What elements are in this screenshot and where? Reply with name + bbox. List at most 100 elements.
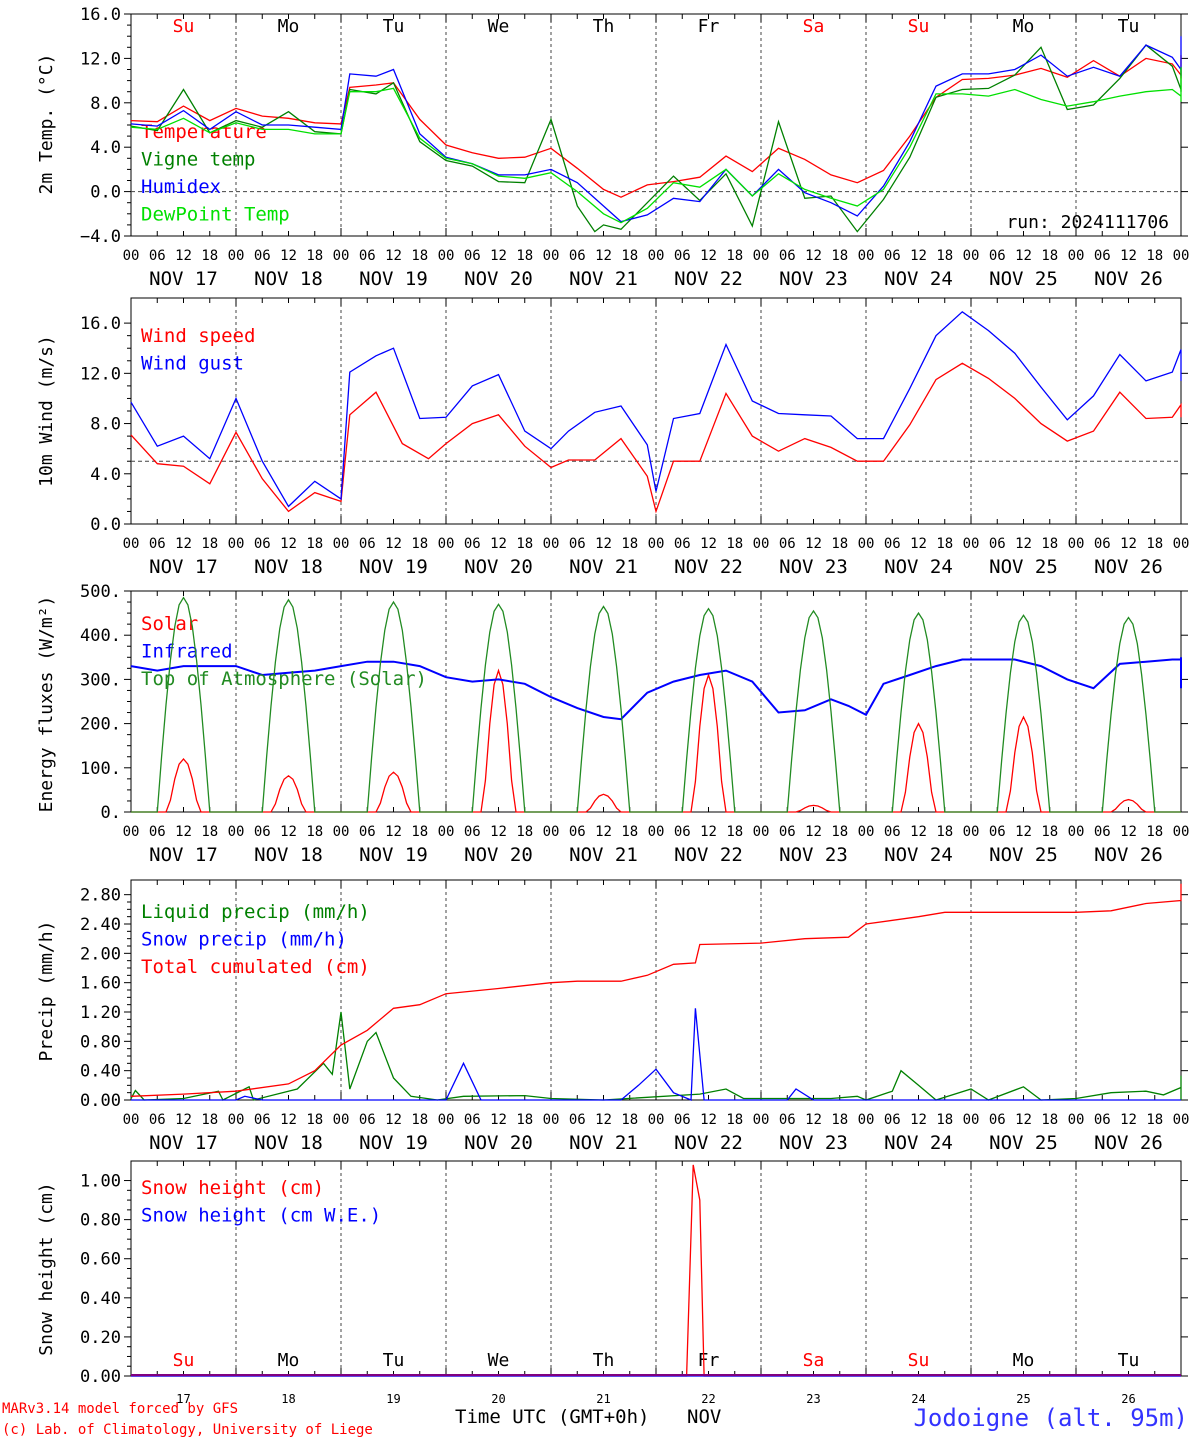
day-label: Mo (278, 16, 300, 37)
hour-tick-label: 12 (910, 824, 927, 840)
date-label: NOV 20 (464, 268, 533, 290)
series-line (130, 657, 1182, 721)
hour-tick-label: 06 (674, 824, 691, 840)
day-number-label: 19 (386, 1392, 400, 1406)
hour-tick-label: 18 (936, 248, 953, 264)
hour-tick-label: 00 (1068, 824, 1085, 840)
y-tick-label: 1.00 (80, 1172, 121, 1192)
hour-tick-label: 18 (621, 536, 638, 552)
day-number-label: 20 (491, 1392, 505, 1406)
hour-tick-label: 12 (910, 1112, 927, 1128)
hour-tick-label: 12 (175, 248, 192, 264)
hour-tick-label: 00 (753, 1112, 770, 1128)
hour-tick-label: 18 (516, 248, 533, 264)
hour-tick-label: 12 (595, 536, 612, 552)
hour-tick-label: 18 (516, 1112, 533, 1128)
hour-tick-label: 12 (280, 824, 297, 840)
hour-tick-label: 00 (333, 536, 350, 552)
y-tick-label: 500. (80, 582, 121, 602)
date-label: NOV 20 (464, 556, 533, 578)
date-label: NOV 25 (989, 1132, 1058, 1154)
date-label: NOV 19 (359, 268, 428, 290)
date-label: NOV 19 (359, 1132, 428, 1154)
hour-tick-label: 00 (1068, 1112, 1085, 1128)
date-label: NOV 24 (884, 268, 953, 290)
hour-tick-label: 18 (201, 824, 218, 840)
day-label: Su (173, 16, 195, 37)
hour-tick-label: 18 (831, 1112, 848, 1128)
date-label: NOV 26 (1094, 1132, 1163, 1154)
hour-tick-label: 12 (1120, 248, 1137, 264)
date-label: NOV 18 (254, 268, 323, 290)
date-label: NOV 24 (884, 1132, 953, 1154)
date-label: NOV 23 (779, 556, 848, 578)
legend-entry: Solar (141, 613, 198, 635)
day-number-label: 25 (1016, 1392, 1030, 1406)
hour-tick-label: 12 (280, 1112, 297, 1128)
hour-tick-label: 12 (700, 1112, 717, 1128)
hour-tick-label: 06 (884, 1112, 901, 1128)
y-tick-label: 0.40 (80, 1062, 121, 1082)
y-tick-label: 2.00 (80, 944, 121, 964)
series-line (131, 1008, 1181, 1101)
day-number-label: 22 (701, 1392, 715, 1406)
hour-tick-label: 06 (884, 824, 901, 840)
y-tick-label: 16.0 (80, 314, 121, 334)
hour-tick-label: 00 (1068, 248, 1085, 264)
hour-tick-label: 00 (543, 248, 560, 264)
legend-entry: Temperature (141, 121, 267, 143)
hour-tick-label: 00 (963, 824, 980, 840)
legend-entry: Wind gust (141, 353, 244, 375)
hour-tick-label: 12 (175, 1112, 192, 1128)
hour-tick-label: 18 (726, 1112, 743, 1128)
hour-tick-label: 00 (228, 536, 245, 552)
date-label: NOV 22 (674, 268, 743, 290)
hour-tick-label: 12 (805, 536, 822, 552)
hour-tick-label: 00 (228, 1112, 245, 1128)
y-tick-label: 4.0 (90, 465, 121, 485)
location-label: Jodoigne (alt. 95m) (913, 1404, 1188, 1432)
hour-tick-label: 06 (359, 1112, 376, 1128)
y-tick-label: 2.40 (80, 915, 121, 935)
day-number-label: 26 (1121, 1392, 1135, 1406)
time-axis-title: Time UTC (GMT+0h) (455, 1406, 649, 1428)
date-label: NOV 25 (989, 844, 1058, 866)
hour-tick-label: 06 (359, 536, 376, 552)
y-tick-label: 400. (80, 626, 121, 646)
y-tick-label: −4.0 (80, 227, 121, 247)
hour-tick-label: 06 (254, 1112, 271, 1128)
hour-tick-label: 18 (726, 248, 743, 264)
hour-tick-label: 00 (1173, 824, 1190, 840)
month-label: NOV (687, 1406, 721, 1428)
hour-tick-label: 00 (123, 824, 140, 840)
hour-tick-label: 06 (254, 248, 271, 264)
hour-tick-label: 18 (621, 248, 638, 264)
hour-tick-label: 00 (438, 536, 455, 552)
hour-tick-label: 00 (333, 248, 350, 264)
hour-tick-label: 06 (254, 536, 271, 552)
y-tick-label: 0. (101, 803, 121, 823)
hour-tick-label: 06 (989, 536, 1006, 552)
day-number-label: 24 (911, 1392, 925, 1406)
hour-tick-label: 00 (438, 824, 455, 840)
legend-entry: DewPoint Temp (141, 204, 290, 226)
hour-tick-label: 12 (805, 248, 822, 264)
hour-tick-label: 06 (569, 248, 586, 264)
date-label: NOV 17 (149, 844, 218, 866)
hour-tick-label: 06 (1094, 248, 1111, 264)
hour-tick-label: 12 (1015, 1112, 1032, 1128)
day-label: Mo (278, 1350, 300, 1371)
lab-credit: (c) Lab. of Climatology, University of L… (2, 1422, 373, 1438)
hour-tick-label: 06 (464, 536, 481, 552)
hour-tick-label: 12 (595, 824, 612, 840)
date-label: NOV 21 (569, 268, 638, 290)
y-tick-label: 2.80 (80, 886, 121, 906)
hour-tick-label: 06 (569, 824, 586, 840)
hour-tick-label: 18 (306, 536, 323, 552)
hour-tick-label: 18 (936, 1112, 953, 1128)
hour-tick-label: 12 (700, 248, 717, 264)
panel-5: 0.00 0.20 0.40 0.60 0.80 1.00 Snow height (cm)… (36, 1160, 1188, 1406)
hour-tick-label: 18 (516, 824, 533, 840)
date-label: NOV 26 (1094, 268, 1163, 290)
hour-tick-label: 12 (1120, 536, 1137, 552)
